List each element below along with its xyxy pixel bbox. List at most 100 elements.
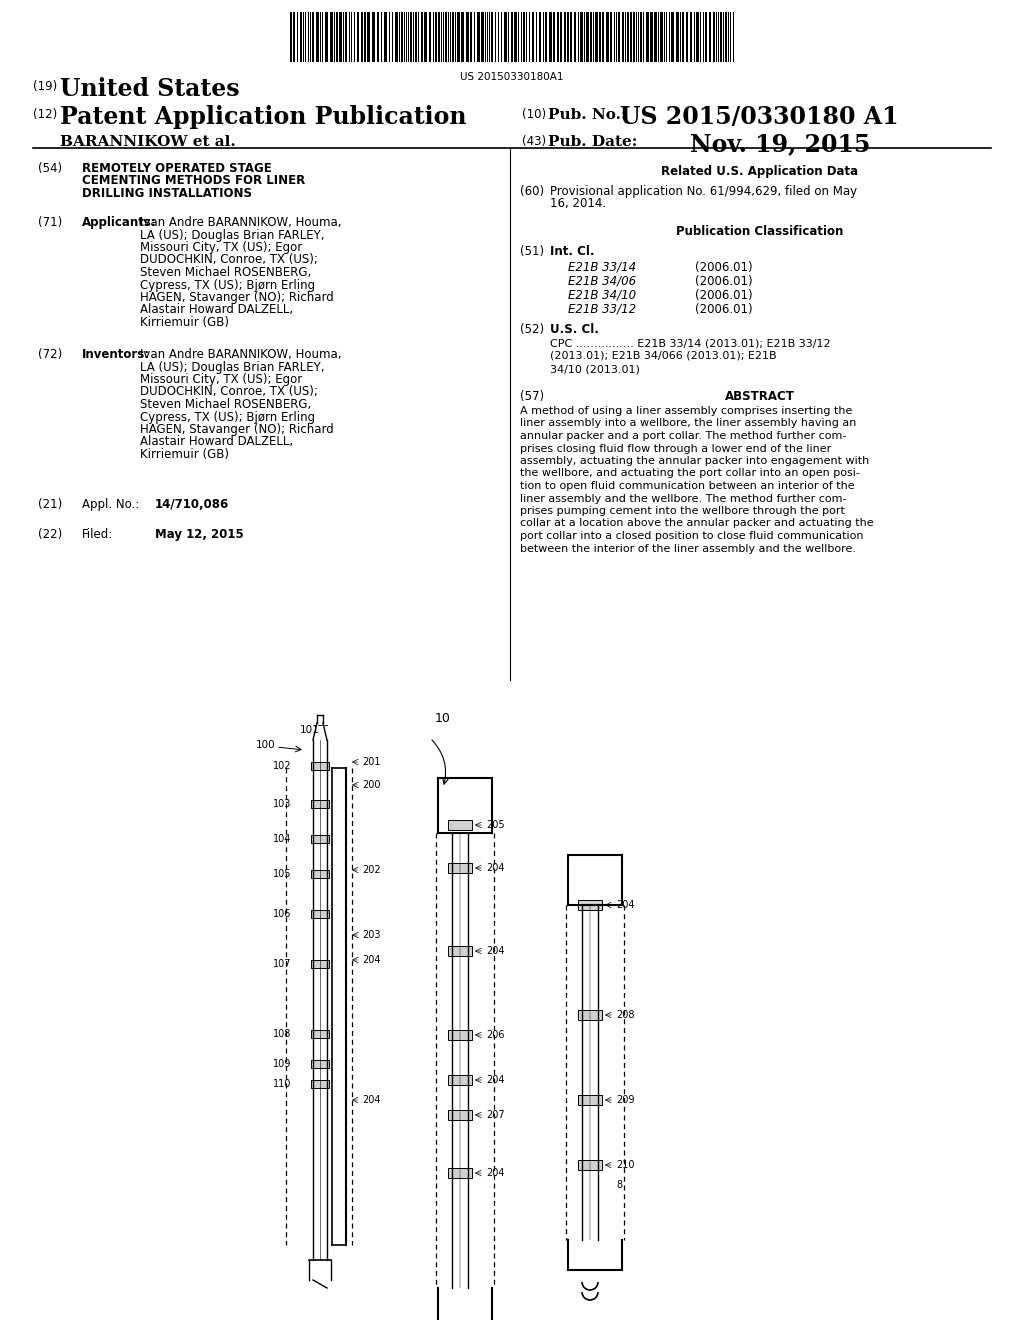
Text: CPC ................ E21B 33/14 (2013.01); E21B 33/12: CPC ................ E21B 33/14 (2013.01… <box>550 338 830 348</box>
Text: 107: 107 <box>272 960 291 969</box>
Text: 204: 204 <box>486 1168 505 1177</box>
Text: 110: 110 <box>272 1078 291 1089</box>
Text: 210: 210 <box>616 1160 635 1170</box>
Bar <box>311 836 329 843</box>
Text: LA (US); Douglas Brian FARLEY,: LA (US); Douglas Brian FARLEY, <box>140 228 325 242</box>
Bar <box>415 12 417 62</box>
Bar <box>532 12 534 62</box>
Bar <box>339 12 342 62</box>
Text: US 2015/0330180 A1: US 2015/0330180 A1 <box>620 106 899 129</box>
Text: May 12, 2015: May 12, 2015 <box>155 528 244 541</box>
Text: U.S. Cl.: U.S. Cl. <box>550 323 599 337</box>
Text: 204: 204 <box>486 946 505 956</box>
Bar <box>630 12 632 62</box>
Bar <box>557 12 559 62</box>
Bar <box>578 1160 602 1170</box>
Bar <box>384 12 387 62</box>
Text: Applicants:: Applicants: <box>82 216 157 228</box>
Bar <box>696 12 699 62</box>
Text: (43): (43) <box>522 135 546 148</box>
Text: Alastair Howard DALZELL,: Alastair Howard DALZELL, <box>140 436 293 449</box>
Bar <box>633 12 635 62</box>
Bar <box>646 12 649 62</box>
Text: port collar into a closed position to close fluid communication: port collar into a closed position to cl… <box>520 531 863 541</box>
Text: E21B 34/10: E21B 34/10 <box>568 289 636 302</box>
Bar <box>435 12 437 62</box>
Text: 104: 104 <box>272 834 291 843</box>
Text: 201: 201 <box>362 756 381 767</box>
Text: DUDOCHKIN, Conroe, TX (US);: DUDOCHKIN, Conroe, TX (US); <box>140 253 317 267</box>
Text: 204: 204 <box>486 863 505 873</box>
Text: (2006.01): (2006.01) <box>695 275 753 288</box>
Bar <box>560 12 562 62</box>
Text: United States: United States <box>60 77 240 102</box>
Bar <box>602 12 604 62</box>
Text: between the interior of the liner assembly and the wellbore.: between the interior of the liner assemb… <box>520 544 856 553</box>
Bar <box>650 12 653 62</box>
Text: E21B 33/12: E21B 33/12 <box>568 304 636 315</box>
Text: tion to open fluid communication between an interior of the: tion to open fluid communication between… <box>520 480 855 491</box>
Text: assembly, actuating the annular packer into engagement with: assembly, actuating the annular packer i… <box>520 455 869 466</box>
Bar <box>564 12 566 62</box>
Text: prises closing fluid flow through a lower end of the liner: prises closing fluid flow through a lowe… <box>520 444 831 454</box>
Bar <box>574 12 575 62</box>
Bar <box>311 909 329 917</box>
Text: 202: 202 <box>362 865 381 875</box>
Bar <box>470 12 472 62</box>
Text: 102: 102 <box>272 762 291 771</box>
Text: Ivan Andre BARANNIKOW, Houma,: Ivan Andre BARANNIKOW, Houma, <box>140 348 341 360</box>
Text: the wellbore, and actuating the port collar into an open posi-: the wellbore, and actuating the port col… <box>520 469 860 479</box>
Text: Provisional application No. 61/994,629, filed on May: Provisional application No. 61/994,629, … <box>550 185 857 198</box>
Bar <box>511 12 513 62</box>
Text: liner assembly and the wellbore. The method further com-: liner assembly and the wellbore. The met… <box>520 494 847 503</box>
Bar <box>545 12 547 62</box>
Text: 34/10 (2013.01): 34/10 (2013.01) <box>550 364 640 374</box>
Bar <box>578 1096 602 1105</box>
Bar <box>311 1060 329 1068</box>
Bar <box>690 12 692 62</box>
Text: Patent Application Publication: Patent Application Publication <box>60 106 467 129</box>
Bar <box>610 12 612 62</box>
Bar <box>586 12 589 62</box>
Text: DUDOCHKIN, Conroe, TX (US);: DUDOCHKIN, Conroe, TX (US); <box>140 385 317 399</box>
Text: Inventors:: Inventors: <box>82 348 151 360</box>
Text: Missouri City, TX (US); Egor: Missouri City, TX (US); Egor <box>140 242 302 253</box>
Text: Kirriemuir (GB): Kirriemuir (GB) <box>140 315 229 329</box>
Bar <box>514 12 517 62</box>
Text: 8: 8 <box>616 1180 623 1191</box>
Bar <box>466 12 469 62</box>
Bar <box>445 12 447 62</box>
Text: HAGEN, Stavanger (NO); Richard: HAGEN, Stavanger (NO); Richard <box>140 422 334 436</box>
Bar <box>449 820 472 830</box>
Text: 204: 204 <box>486 1074 505 1085</box>
Bar <box>682 12 684 62</box>
Text: Related U.S. Application Data: Related U.S. Application Data <box>662 165 858 178</box>
Bar <box>449 946 472 956</box>
Text: Filed:: Filed: <box>82 528 114 541</box>
Text: Steven Michael ROSENBERG,: Steven Michael ROSENBERG, <box>140 267 311 279</box>
Bar <box>293 12 295 62</box>
Text: (2006.01): (2006.01) <box>695 261 753 275</box>
Text: 108: 108 <box>272 1030 291 1039</box>
Bar <box>606 12 609 62</box>
Text: REMOTELY OPERATED STAGE: REMOTELY OPERATED STAGE <box>82 162 271 176</box>
Text: (60): (60) <box>520 185 544 198</box>
Text: Kirriemuir (GB): Kirriemuir (GB) <box>140 447 229 461</box>
Text: (71): (71) <box>38 216 62 228</box>
Text: Alastair Howard DALZELL,: Alastair Howard DALZELL, <box>140 304 293 317</box>
Text: 203: 203 <box>362 931 381 940</box>
Bar <box>401 12 403 62</box>
Text: (21): (21) <box>38 498 62 511</box>
Text: (51): (51) <box>520 246 544 257</box>
Text: (57): (57) <box>520 389 544 403</box>
Bar <box>372 12 375 62</box>
Text: 209: 209 <box>616 1096 635 1105</box>
Bar <box>312 12 314 62</box>
Bar <box>300 12 302 62</box>
Text: 208: 208 <box>616 1010 635 1020</box>
Text: (10): (10) <box>522 108 546 121</box>
Text: 101: 101 <box>300 725 319 735</box>
Bar <box>345 12 347 62</box>
Text: prises pumping cement into the wellbore through the port: prises pumping cement into the wellbore … <box>520 506 845 516</box>
Bar <box>421 12 423 62</box>
